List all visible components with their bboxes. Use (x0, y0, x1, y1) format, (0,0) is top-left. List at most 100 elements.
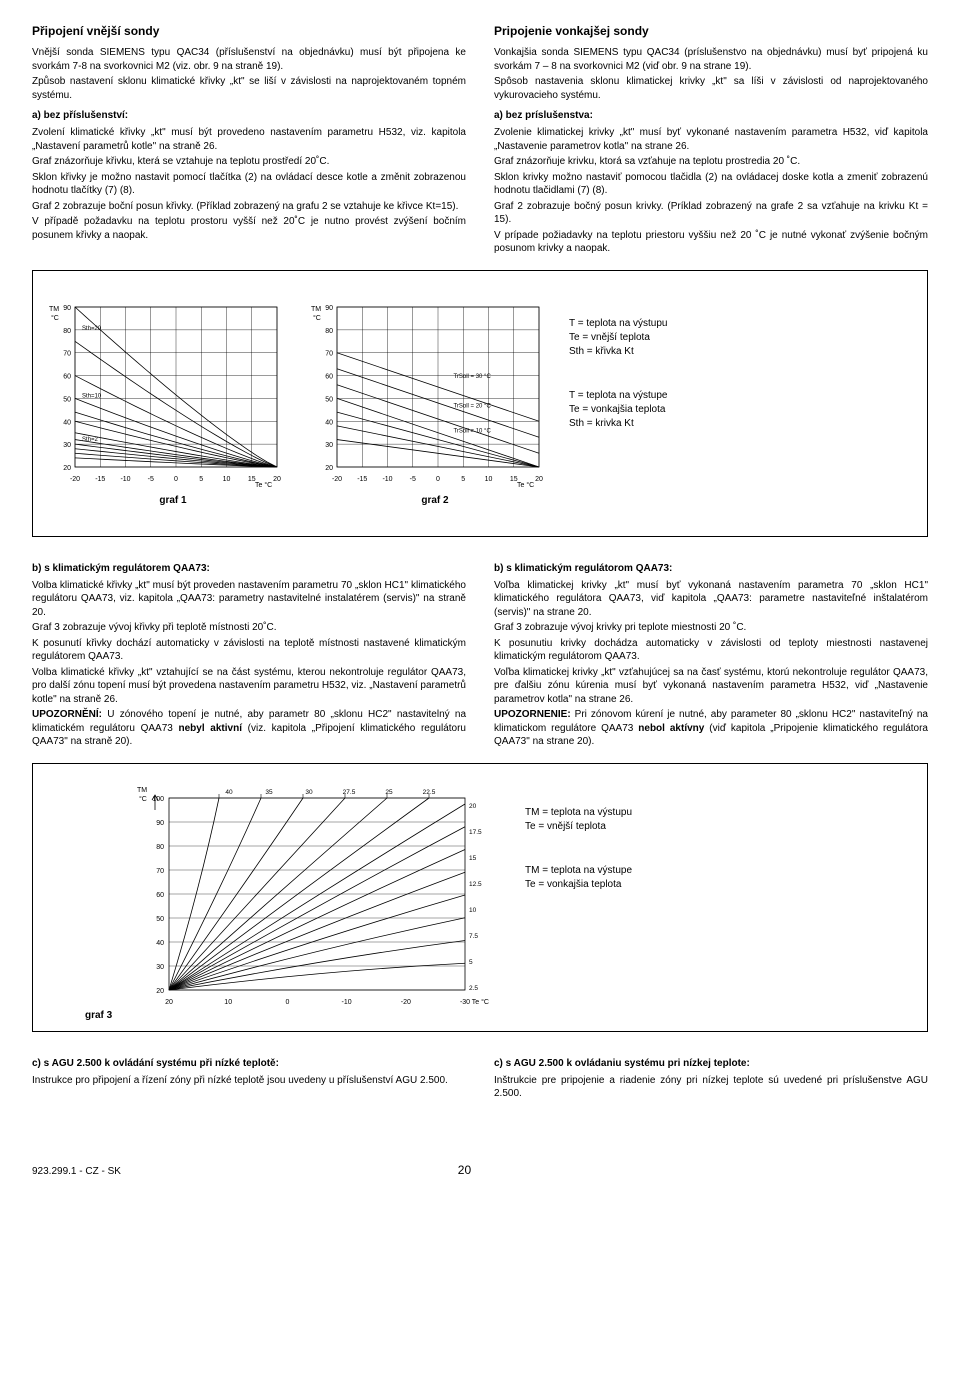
legend-3: TM = teplota na výstupu Te = vnější tepl… (525, 806, 632, 892)
svg-text:Te °C: Te °C (517, 481, 534, 489)
svg-text:-20: -20 (401, 999, 411, 1006)
chart-row-3: 203040506070809010020100-10-20-302.557.5… (45, 780, 915, 1010)
svg-text:50: 50 (325, 396, 333, 403)
top-columns: Připojení vnější sondy Vnější sonda SIEM… (32, 24, 928, 258)
sec-b-title-cz: b) s klimatickým regulátorem QAA73: (32, 563, 466, 574)
svg-text:90: 90 (156, 820, 164, 827)
p: Graf 3 zobrazuje vývoj křivky při teplot… (32, 621, 466, 635)
svg-text:0: 0 (285, 999, 289, 1006)
svg-text:°C: °C (313, 314, 321, 322)
svg-text:Sth=20: Sth=20 (82, 326, 102, 332)
svg-text:°C: °C (51, 314, 59, 322)
svg-text:60: 60 (325, 373, 333, 380)
legend-sk: T = teplota na výstupe Te = vonkajšia te… (569, 389, 668, 431)
svg-text:90: 90 (63, 305, 71, 312)
sec-b-sk: b) s klimatickým regulátorom QAA73: Voľb… (494, 555, 928, 751)
svg-text:20: 20 (273, 476, 281, 483)
col-slovak: Pripojenie vonkajšej sondy Vonkajšia son… (494, 24, 928, 258)
svg-text:40: 40 (63, 419, 71, 426)
p: Sklon křivky je možno nastavit pomocí tl… (32, 171, 466, 198)
svg-text:10: 10 (224, 999, 232, 1006)
svg-text:TM: TM (311, 306, 321, 313)
sub-a-sk: a) bez príslušenstva: (494, 110, 928, 121)
p: Zvolenie klimatickej krivky „kt" musí by… (494, 126, 928, 153)
svg-text:17.5: 17.5 (469, 829, 482, 836)
svg-text:20: 20 (63, 465, 71, 472)
chart-row-12: -20-15-10-5051015202030405060708090TM°CT… (45, 299, 915, 489)
legend3-cz: TM = teplota na výstupu Te = vnější tepl… (525, 806, 632, 834)
legend-line: Sth = křivka Kt (569, 345, 668, 359)
svg-text:20: 20 (469, 803, 477, 810)
svg-text:70: 70 (156, 868, 164, 875)
chart-2: -20-15-10-5051015202030405060708090TM°CT… (307, 299, 547, 489)
p: Graf znázorňuje křivku, která se vztahuj… (32, 155, 466, 169)
legend-line: T = teplota na výstupe (569, 389, 668, 403)
svg-text:30: 30 (325, 442, 333, 449)
p: Graf 2 zobrazuje bočný posun krivky. (Pr… (494, 200, 928, 227)
p: Graf 2 zobrazuje boční posun křivky. (Př… (32, 200, 466, 214)
p: K posunutí křivky dochází automaticky v … (32, 637, 466, 664)
svg-text:Sth=2: Sth=2 (82, 437, 99, 443)
svg-text:90: 90 (325, 305, 333, 312)
chart-1: -20-15-10-5051015202030405060708090TM°CT… (45, 299, 285, 489)
svg-text:20: 20 (156, 988, 164, 995)
p: UPOZORNĚNÍ: UPOZORNĚNÍ: U zónového topen… (32, 708, 466, 749)
svg-text:60: 60 (63, 373, 71, 380)
title-sk: Pripojenie vonkajšej sondy (494, 24, 928, 38)
svg-text:80: 80 (63, 327, 71, 334)
svg-text:30: 30 (63, 442, 71, 449)
legend-line: T = teplota na výstupu (569, 317, 668, 331)
sec-c-cz: c) s AGU 2.500 k ovládání systému při ní… (32, 1050, 466, 1103)
svg-text:15: 15 (469, 855, 477, 862)
sec-b-cz: b) s klimatickým regulátorem QAA73: Volb… (32, 555, 466, 751)
svg-text:30: 30 (156, 964, 164, 971)
p: V případě požadavku na teplotu prostoru … (32, 215, 466, 242)
legend-12: T = teplota na výstupu Te = vnější teplo… (569, 317, 668, 431)
p: Graf znázorňuje krivku, ktorá sa vzťahuj… (494, 155, 928, 169)
svg-text:2.5: 2.5 (469, 985, 478, 992)
p: Sklon krivky možno nastaviť pomocou tlač… (494, 171, 928, 198)
legend-line: Te = vonkajšia teplota (569, 403, 668, 417)
svg-text:10: 10 (485, 476, 493, 483)
svg-text:TrSoll = 20 °C: TrSoll = 20 °C (453, 403, 491, 409)
svg-text:-5: -5 (410, 476, 416, 483)
svg-text:-15: -15 (357, 476, 367, 483)
svg-text:-20: -20 (70, 476, 80, 483)
col-czech: Připojení vnější sondy Vnější sonda SIEM… (32, 24, 466, 258)
svg-text:80: 80 (156, 844, 164, 851)
svg-text:Te °C: Te °C (472, 998, 489, 1006)
p: UPOZORNENIE: UPOZORNENIE: Pri zónovom kú… (494, 708, 928, 749)
graf1-label: graf 1 (45, 495, 285, 506)
legend-cz: T = teplota na výstupu Te = vnější teplo… (569, 317, 668, 359)
p: Inštrukcie pre pripojenie a riadenie zón… (494, 1074, 928, 1101)
svg-text:10: 10 (223, 476, 231, 483)
svg-text:5: 5 (199, 476, 203, 483)
svg-text:0: 0 (436, 476, 440, 483)
p: Graf 3 zobrazuje vývoj krivky pri teplot… (494, 621, 928, 635)
svg-text:-10: -10 (120, 476, 130, 483)
svg-text:10: 10 (469, 907, 477, 914)
svg-text:80: 80 (325, 327, 333, 334)
svg-text:TrSoll = 10 °C: TrSoll = 10 °C (453, 428, 491, 434)
legend-line: Te = vonkajšia teplota (525, 878, 632, 892)
legend-line: Sth = krivka Kt (569, 417, 668, 431)
svg-text:5: 5 (469, 959, 473, 966)
p: V prípade požiadavky na teplotu priestor… (494, 229, 928, 256)
p: K posunutiu krivky dochádza automaticky … (494, 637, 928, 664)
svg-text:5: 5 (461, 476, 465, 483)
svg-text:TM: TM (49, 306, 59, 313)
legend-line: TM = teplota na výstupe (525, 864, 632, 878)
page-number: 20 (458, 1163, 471, 1177)
svg-text:40: 40 (156, 940, 164, 947)
svg-text:40: 40 (325, 419, 333, 426)
p: Voľba klimatickej krivky „kt" vzťahujúce… (494, 666, 928, 707)
chart-3: 203040506070809010020100-10-20-302.557.5… (135, 780, 495, 1010)
legend3-sk: TM = teplota na výstupe Te = vonkajšia t… (525, 864, 632, 892)
graf-labels: graf 1 graf 2 (45, 495, 915, 506)
sec-c-sk: c) s AGU 2.500 k ovládaniu systému pri n… (494, 1050, 928, 1103)
footer-left: 923.299.1 - CZ - SK (32, 1166, 121, 1177)
charts-1-2-box: -20-15-10-5051015202030405060708090TM°CT… (32, 270, 928, 537)
title-cz: Připojení vnější sondy (32, 24, 466, 38)
svg-text:Te °C: Te °C (255, 481, 272, 489)
sub-a-cz: a) bez příslušenství: (32, 110, 466, 121)
